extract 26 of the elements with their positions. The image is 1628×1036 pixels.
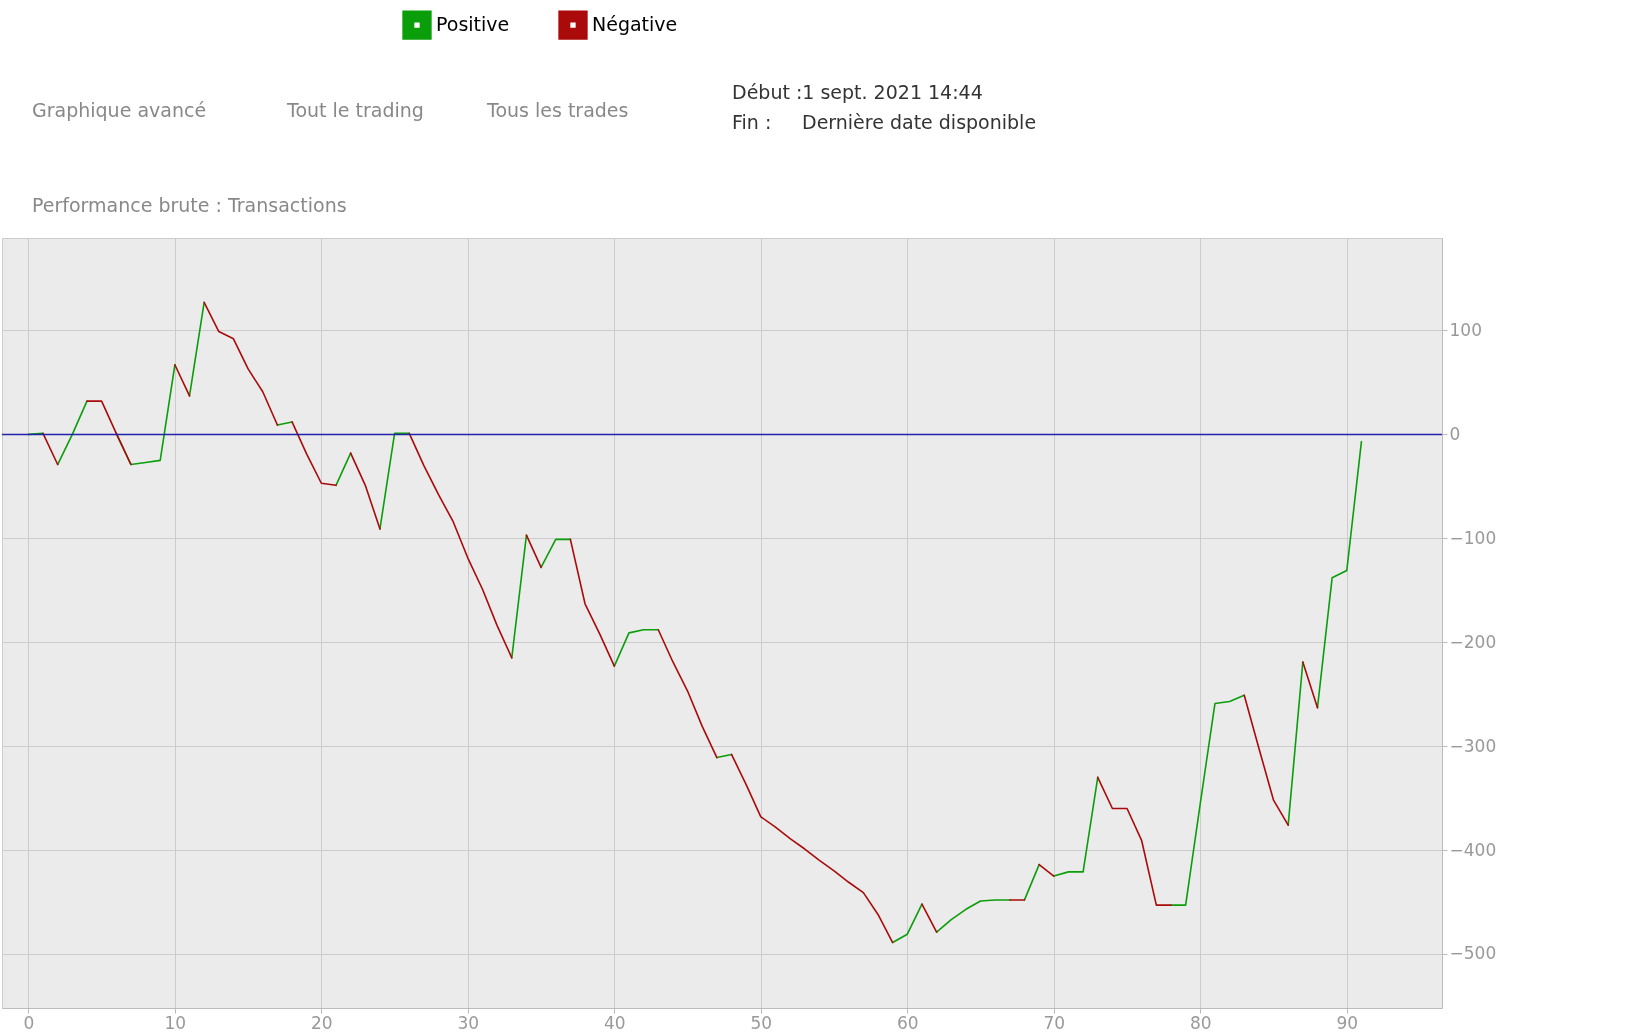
x-tick-label: 10 [164, 1012, 187, 1033]
text: Dernière date disponible [802, 111, 1037, 133]
text: Tout le trading [286, 99, 424, 121]
x-tick-label: 80 [1189, 1012, 1212, 1033]
legend-label: Négative [592, 13, 678, 36]
text: Graphique avancé [32, 99, 207, 121]
text: Performance brute : Transactions [32, 194, 347, 216]
x-tick-label: 0 [23, 1012, 35, 1033]
legend-label: Positive [436, 13, 510, 36]
y-tick-label: −500 [1449, 943, 1497, 964]
y-tick-label: 100 [1449, 319, 1482, 340]
y-tick-label: −100 [1449, 527, 1497, 548]
x-tick-label: 30 [457, 1012, 480, 1033]
text: Tous les trades [486, 99, 629, 121]
y-tick-label: −400 [1449, 839, 1497, 860]
y-tick-label: −300 [1449, 735, 1497, 756]
x-tick-label: 70 [1043, 1012, 1066, 1033]
x-tick-label: 90 [1336, 1012, 1359, 1033]
x-tick-label: 40 [604, 1012, 626, 1033]
x-tick-label: 20 [311, 1012, 333, 1033]
x-tick-label: 50 [750, 1012, 773, 1033]
x-tick-label: 60 [896, 1012, 919, 1033]
text: Début :1 sept. 2021 14:44 [732, 81, 983, 103]
y-tick-label: −200 [1449, 631, 1497, 652]
y-tick-label: 0 [1449, 423, 1461, 444]
text: Fin : [732, 111, 772, 133]
